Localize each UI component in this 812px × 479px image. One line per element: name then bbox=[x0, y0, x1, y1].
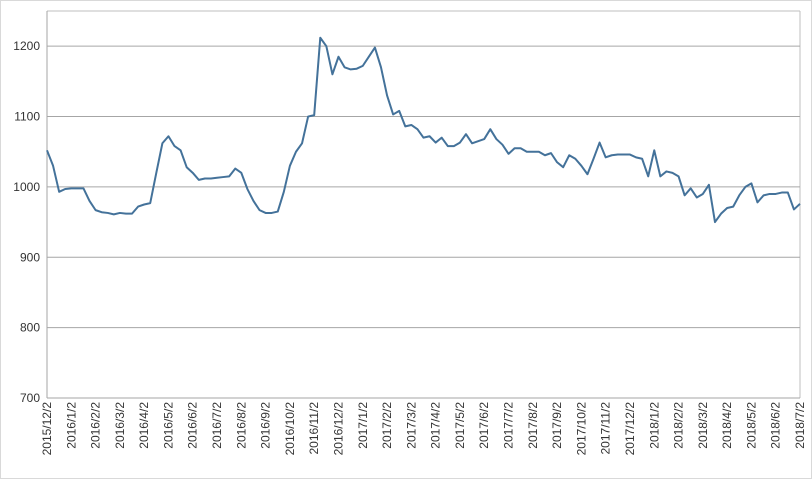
x-tick-label: 2018/5/2 bbox=[744, 402, 758, 449]
x-tick-label: 2017/4/2 bbox=[429, 402, 443, 449]
x-tick-label: 2017/8/2 bbox=[526, 402, 540, 449]
data-line bbox=[46, 36, 801, 224]
x-tick-label: 2017/5/2 bbox=[453, 402, 467, 449]
x-tick-label: 2018/2/2 bbox=[672, 402, 686, 449]
x-tick-label: 2016/6/2 bbox=[186, 402, 200, 449]
x-tick-label: 2018/4/2 bbox=[720, 402, 734, 449]
x-tick-label: 2016/4/2 bbox=[137, 402, 151, 449]
x-tick-label: 2016/5/2 bbox=[161, 402, 175, 449]
x-tick-label: 2017/10/2 bbox=[574, 402, 588, 456]
x-tick-label: 2016/10/2 bbox=[283, 402, 297, 456]
x-tick-label: 2016/3/2 bbox=[113, 402, 127, 449]
x-tick-label: 2016/9/2 bbox=[259, 402, 273, 449]
x-tick-label: 2017/3/2 bbox=[404, 402, 418, 449]
x-tick-label: 2018/3/2 bbox=[696, 402, 710, 449]
x-tick-label: 2018/6/2 bbox=[769, 402, 783, 449]
x-tick-label: 2017/6/2 bbox=[477, 402, 491, 449]
x-tick-label: 2018/1/2 bbox=[647, 402, 661, 449]
x-tick-label: 2016/7/2 bbox=[210, 402, 224, 449]
x-tick-label: 2017/9/2 bbox=[550, 402, 564, 449]
x-tick-label: 2016/1/2 bbox=[64, 402, 78, 449]
x-tick-label: 2017/1/2 bbox=[356, 402, 370, 449]
y-tick-label: 1200 bbox=[13, 39, 40, 53]
x-tick-label: 2017/12/2 bbox=[623, 402, 637, 456]
y-tick-label: 1000 bbox=[13, 180, 40, 194]
x-tick-label: 2017/2/2 bbox=[380, 402, 394, 449]
x-tick-label: 2017/7/2 bbox=[502, 402, 516, 449]
x-tick-label: 2016/12/2 bbox=[331, 402, 345, 456]
x-tick-label: 2016/2/2 bbox=[89, 402, 103, 449]
x-tick-label: 2015/12/2 bbox=[40, 402, 54, 456]
y-tick-label: 700 bbox=[20, 391, 40, 405]
x-tick-label: 2017/11/2 bbox=[599, 402, 613, 455]
x-tick-label: 2016/8/2 bbox=[234, 402, 248, 449]
y-tick-label: 800 bbox=[20, 321, 40, 335]
y-tick-label: 1100 bbox=[14, 110, 40, 124]
x-tick-label: 2018/7/2 bbox=[793, 402, 807, 449]
x-tick-label: 2016/11/2 bbox=[307, 402, 321, 455]
y-tick-label: 900 bbox=[20, 250, 40, 264]
